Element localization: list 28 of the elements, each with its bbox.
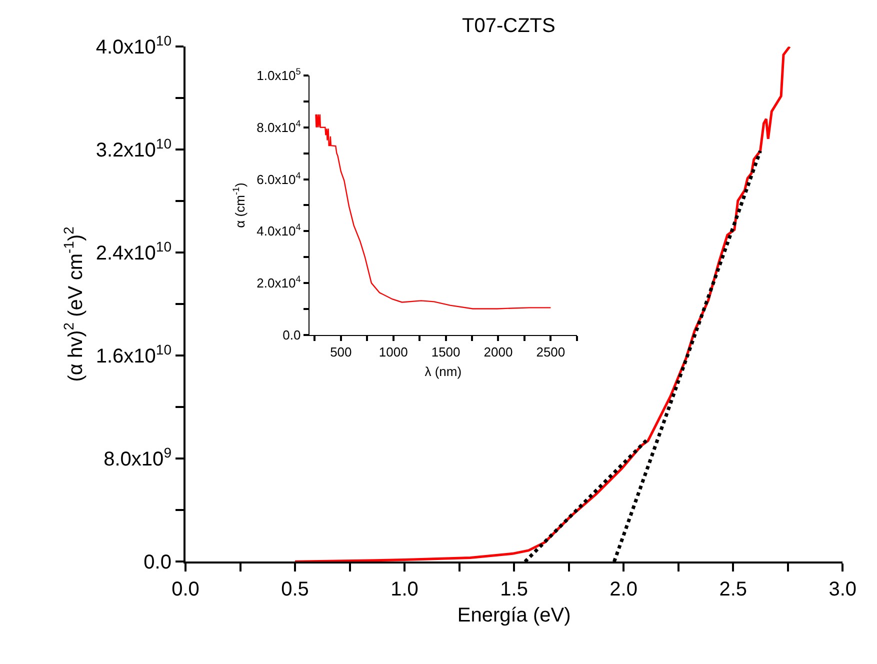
x-tick-label: 2.0 <box>610 578 638 601</box>
y-tick-label: 6.0x10$^{4}$ <box>256 170 301 187</box>
y-tick-label: 4.0x10$^{4}$ <box>256 222 301 239</box>
x-tick-label: 2000 <box>484 344 513 360</box>
y-tick-label: 8.0x10$^{4}$ <box>256 118 301 135</box>
x-tick-label: 1000 <box>378 344 408 360</box>
y-tick-label: 0.0 <box>144 552 172 574</box>
y-tick-label: 0.0 <box>282 327 301 342</box>
x-tick-label: 1.5 <box>500 578 528 601</box>
x-tick-label: 0.5 <box>281 578 309 601</box>
y-tick-label: 3.2x10$^{10}$ <box>96 135 172 162</box>
line-series <box>315 114 552 310</box>
x-tick-label: 500 <box>330 344 352 360</box>
chart-title: T07-CZTS <box>462 15 556 37</box>
y-tick-label: 4.0x10$^{10}$ <box>96 32 172 59</box>
x-tick-label: 2500 <box>536 344 566 360</box>
x-axis-title: λ (nm) <box>424 364 462 380</box>
y-tick-label: 1.0x10$^{5}$ <box>256 66 301 84</box>
x-tick-label: 0.0 <box>172 578 200 601</box>
x-tick-label: 1.0 <box>390 578 418 601</box>
x-tick-label: 2.5 <box>719 578 748 601</box>
y-tick-label: 8.0x10$^{9}$ <box>104 444 172 471</box>
y-tick-label: 2.4x10$^{10}$ <box>96 238 172 265</box>
x-tick-label: 1500 <box>431 344 460 360</box>
x-axis-title: Energía (eV) <box>457 604 571 627</box>
y-tick-label: 1.6x10$^{10}$ <box>96 341 172 368</box>
x-tick-label: 3.0 <box>828 578 857 601</box>
y-tick-label: 2.0x10$^{4}$ <box>256 274 301 291</box>
